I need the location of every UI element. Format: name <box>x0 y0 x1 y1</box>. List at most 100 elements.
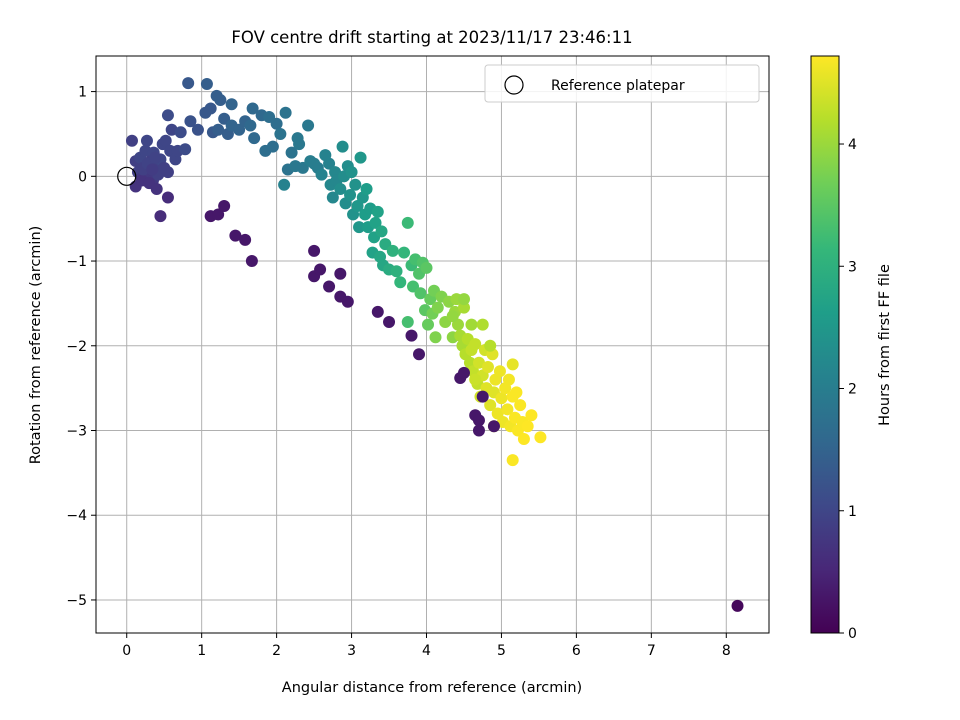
colorbar-label: Hours from first FF file <box>877 264 893 426</box>
data-point <box>146 163 159 176</box>
data-point <box>457 293 470 306</box>
y-tick-label: −4 <box>66 508 87 524</box>
data-point <box>125 134 138 147</box>
y-tick-label: −3 <box>66 423 87 439</box>
data-point <box>390 265 403 278</box>
data-point <box>514 399 527 412</box>
chart-title: FOV centre drift starting at 2023/11/17 … <box>231 28 632 47</box>
data-point <box>457 301 470 314</box>
plot-frame <box>95 55 770 634</box>
x-tick-label: 0 <box>122 643 131 659</box>
data-point <box>517 432 530 445</box>
data-point <box>371 205 384 218</box>
data-point <box>159 134 172 147</box>
data-point <box>405 329 418 342</box>
legend: Reference platepar <box>484 64 760 103</box>
data-point <box>354 151 367 164</box>
data-point <box>469 338 482 351</box>
data-point <box>302 119 315 132</box>
legend-label: Reference platepar <box>551 78 685 94</box>
colorbar: 0 1 2 3 4 Hours from first FF file <box>810 55 893 642</box>
data-point <box>472 414 485 427</box>
data-point <box>506 454 519 467</box>
x-tick-label: 7 <box>647 643 656 659</box>
data-point <box>191 123 204 136</box>
data-point <box>239 233 252 246</box>
data-point <box>371 305 384 318</box>
data-point <box>248 132 261 145</box>
data-point <box>150 183 163 196</box>
y-tick-label: −5 <box>66 593 87 609</box>
data-point <box>212 123 225 136</box>
data-point <box>315 168 328 181</box>
data-point <box>266 140 279 153</box>
y-tick-label: −1 <box>66 254 87 270</box>
data-point <box>353 221 366 234</box>
legend-box <box>484 64 760 103</box>
data-point <box>200 77 213 90</box>
data-point <box>174 126 187 139</box>
colorbar-gradient <box>810 55 840 634</box>
data-point <box>472 356 485 369</box>
y-tick-label: 0 <box>78 169 87 185</box>
data-point <box>154 210 167 223</box>
data-point <box>345 166 358 179</box>
x-axis-label: Angular distance from reference (arcmin) <box>282 680 582 696</box>
data-point <box>422 318 435 331</box>
data-point <box>161 191 174 204</box>
data-point <box>481 360 494 373</box>
data-point <box>369 216 382 229</box>
data-point <box>182 77 195 90</box>
data-point <box>472 424 485 437</box>
x-tick-label: 3 <box>347 643 356 659</box>
x-tick-label: 4 <box>422 643 431 659</box>
data-point <box>165 123 178 136</box>
data-point <box>457 366 470 379</box>
colorbar-tick-label: 3 <box>848 259 857 275</box>
data-point <box>360 183 373 196</box>
data-point <box>375 225 388 238</box>
data-point <box>401 316 414 329</box>
data-point <box>314 263 327 276</box>
colorbar-tick-label: 1 <box>848 504 857 520</box>
data-point <box>493 365 506 378</box>
data-point <box>334 183 347 196</box>
data-point <box>214 94 227 107</box>
data-point <box>140 134 153 147</box>
data-point <box>398 246 411 259</box>
data-point <box>510 386 523 399</box>
colorbar-ticks: 0 1 2 3 4 <box>839 137 857 642</box>
data-point <box>525 409 538 422</box>
data-point <box>429 331 442 344</box>
data-point <box>465 318 478 331</box>
data-point <box>204 102 217 115</box>
data-point <box>334 267 347 280</box>
x-tick-label: 5 <box>497 643 506 659</box>
data-point <box>383 316 396 329</box>
data-point <box>484 399 497 412</box>
x-tick-label: 1 <box>197 643 206 659</box>
data-point <box>323 280 336 293</box>
data-point <box>413 348 426 361</box>
data-point <box>502 373 515 386</box>
data-point <box>270 117 283 130</box>
data-point <box>386 244 399 257</box>
data-point <box>446 310 459 323</box>
data-point <box>218 199 231 212</box>
data-point <box>278 178 291 191</box>
x-tick-label: 6 <box>572 643 581 659</box>
data-point <box>149 151 162 164</box>
data-point <box>431 301 444 314</box>
data-points <box>117 77 744 612</box>
data-point <box>279 106 292 119</box>
data-point <box>521 420 534 433</box>
x-tick-label: 8 <box>722 643 731 659</box>
data-point <box>285 146 298 159</box>
legend-marker-reference-platepar <box>504 75 524 95</box>
colorbar-tick-label: 4 <box>848 137 857 153</box>
y-axis-ticks: 1 0 −1 −2 −3 −4 −5 <box>66 85 96 609</box>
data-point <box>245 255 258 268</box>
data-point <box>225 98 238 111</box>
data-point <box>469 373 482 386</box>
data-point <box>506 358 519 371</box>
